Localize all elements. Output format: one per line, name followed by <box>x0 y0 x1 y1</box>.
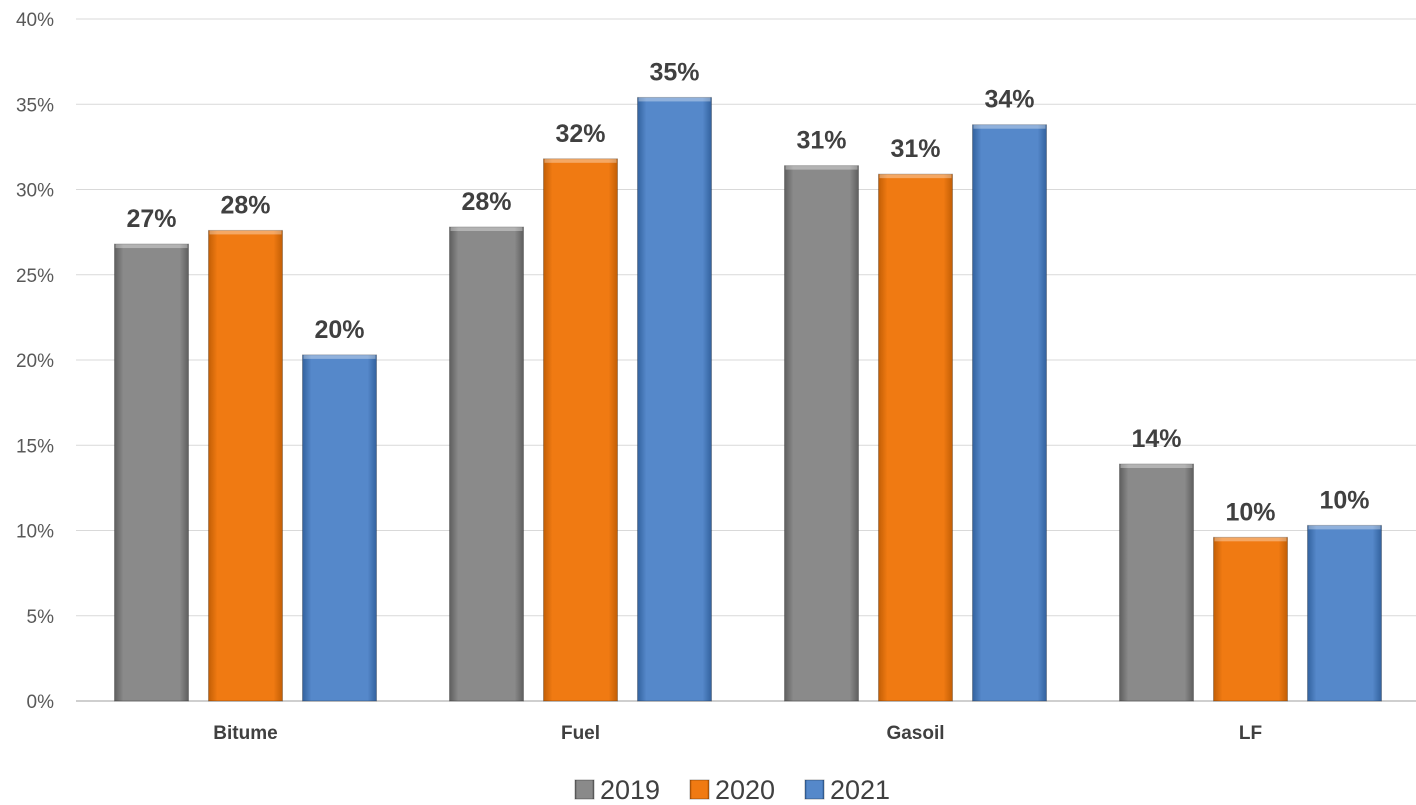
bar-highlight <box>303 354 376 359</box>
y-axis: 0% 5% 10% 15% 20% 25% 30% 35% 40% <box>16 10 54 713</box>
y-tick-label: 0% <box>27 692 55 713</box>
data-label: 32% <box>555 120 605 148</box>
y-tick-label: 25% <box>16 266 54 287</box>
bar-2021-gasoil <box>972 124 1047 702</box>
bar-2020-fuel <box>543 158 618 702</box>
bar-2021-lf <box>1307 524 1382 702</box>
x-tick-label: LF <box>1239 723 1262 744</box>
bar-2019-fuel <box>449 226 524 702</box>
y-tick-label: 5% <box>27 607 55 628</box>
bar-2019-gasoil <box>784 165 859 702</box>
bar-highlight <box>115 244 188 249</box>
bar-highlight <box>879 174 952 179</box>
bar-highlight <box>450 227 523 232</box>
bar-2019-lf <box>1119 463 1194 702</box>
data-label: 28% <box>461 188 511 216</box>
x-tick-label: Bitume <box>213 723 277 744</box>
bar-2020-gasoil <box>878 173 953 702</box>
y-tick-label: 40% <box>16 10 54 31</box>
y-tick-label: 15% <box>16 436 54 457</box>
bar-2019-bitume <box>114 243 189 702</box>
bar-highlight <box>544 158 617 163</box>
legend: 2019 2020 2021 <box>574 775 890 805</box>
bar-2021-fuel <box>637 96 712 702</box>
data-label: 10% <box>1319 486 1369 514</box>
y-tick-label: 20% <box>16 351 54 372</box>
legend-label-2019: 2019 <box>600 775 660 805</box>
bar-highlight <box>209 230 282 235</box>
data-label: 31% <box>796 127 846 155</box>
legend-swatch-2021 <box>804 779 825 800</box>
bar-2020-bitume <box>208 229 283 702</box>
bar-highlight <box>1120 464 1193 469</box>
data-label: 35% <box>649 58 699 86</box>
bar-highlight <box>1214 537 1287 542</box>
data-label: 34% <box>984 86 1034 114</box>
data-labels: 27% 28% 20% 28% 32% 35% 31% 31% 34% 14% 10% 10% <box>126 58 1369 526</box>
x-tick-label: Gasoil <box>886 723 944 744</box>
x-axis: Bitume Fuel Gasoil LF <box>213 723 1262 744</box>
data-label: 10% <box>1225 498 1275 526</box>
y-tick-label: 30% <box>16 181 54 202</box>
legend-label-2021: 2021 <box>830 775 890 805</box>
bar-highlight <box>638 97 711 102</box>
legend-label-2020: 2020 <box>715 775 775 805</box>
legend-swatch-2019 <box>574 779 595 800</box>
data-label: 31% <box>890 135 940 163</box>
bar-highlight <box>1308 525 1381 530</box>
data-label: 27% <box>126 205 176 233</box>
legend-swatch-2020 <box>689 779 710 800</box>
bars <box>114 96 1382 702</box>
y-tick-label: 35% <box>16 95 54 116</box>
data-label: 20% <box>314 316 364 344</box>
y-tick-label: 10% <box>16 522 54 543</box>
x-tick-label: Fuel <box>561 723 600 744</box>
bar-2020-lf <box>1213 536 1288 702</box>
data-label: 28% <box>220 191 270 219</box>
bar-highlight <box>785 165 858 170</box>
bar-highlight <box>973 124 1046 129</box>
data-label: 14% <box>1131 425 1181 453</box>
bar-2021-bitume <box>302 354 377 702</box>
